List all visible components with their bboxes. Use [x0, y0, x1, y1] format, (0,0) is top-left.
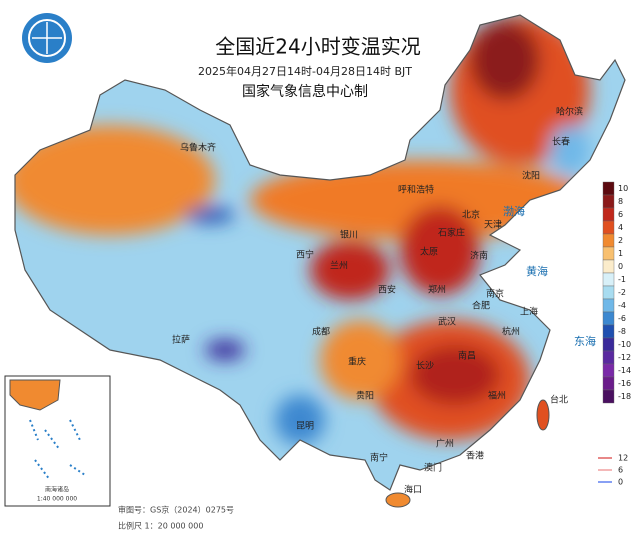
city-label: 郑州 [428, 284, 446, 296]
inset-islands [29, 419, 86, 481]
legend-label: -16 [618, 379, 631, 388]
city-label: 西安 [378, 284, 396, 296]
city-label: 杭州 [502, 326, 520, 338]
legend-label: 4 [618, 223, 623, 232]
legend-swatch [602, 207, 615, 222]
legend-label: -4 [618, 301, 626, 310]
legend-swatch [602, 298, 615, 313]
legend-swatch [602, 311, 615, 326]
subtitle: 2025年04月27日14时-04月28日14时 BJT [198, 64, 412, 78]
legend-swatch [602, 337, 615, 352]
contour-label: 6 [618, 466, 623, 475]
city-label: 呼和浩特 [398, 184, 434, 196]
sea-label: 东海 [574, 334, 596, 348]
inset: 南海诸岛 1:40 000 000 [4, 375, 111, 507]
legend-label: 0 [618, 262, 623, 271]
city-label: 成都 [312, 326, 330, 338]
border [14, 14, 626, 491]
legend-swatch [602, 272, 615, 287]
city-label: 台北 [550, 394, 568, 406]
city-label: 南宁 [370, 452, 388, 464]
legend-swatch [602, 194, 615, 209]
city-label: 天津 [484, 220, 502, 231]
legend-label: 6 [618, 210, 623, 219]
city-label: 澳门 [424, 462, 442, 474]
city-label: 兰州 [330, 260, 348, 272]
legend-swatch [602, 363, 615, 378]
legend-label: -8 [618, 327, 626, 336]
legend-label: -10 [618, 340, 631, 349]
legend-label: -2 [618, 288, 626, 297]
approval-number: 审图号：GS京（2024）0275号 [118, 505, 234, 515]
legend-swatch [602, 376, 615, 391]
city-label: 福州 [488, 390, 506, 402]
legend-label: 2 [618, 236, 623, 245]
city-labels: 乌鲁木齐 呼和浩特 银川 北京 天津 石家庄 太原 济南 西宁 兰州 郑州 西安… [172, 106, 583, 496]
legend-swatch [602, 233, 615, 248]
city-label: 合肥 [472, 300, 490, 312]
inset-land [9, 379, 61, 411]
city-label: 长沙 [416, 360, 434, 372]
contour-label: 0 [618, 478, 623, 487]
city-label: 南京 [486, 288, 504, 300]
city-label: 香港 [466, 450, 484, 462]
legend-label: 8 [618, 197, 623, 206]
city-label: 西宁 [296, 249, 314, 261]
city-label: 北京 [462, 209, 480, 221]
legend-label: -18 [618, 392, 631, 401]
city-label: 贵阳 [356, 390, 374, 402]
organization: 国家气象信息中心制 [242, 83, 368, 100]
city-label: 重庆 [348, 356, 366, 368]
legend-label: -12 [618, 353, 631, 362]
contour-legend: 12 6 0 [598, 454, 628, 487]
scale: 比例尺 1：20 000 000 [118, 521, 203, 531]
city-label: 哈尔滨 [556, 106, 583, 118]
legend-label: -6 [618, 314, 626, 323]
hainan [385, 492, 411, 508]
city-label: 昆明 [296, 421, 314, 432]
legend-swatch [602, 350, 615, 365]
city-label: 银川 [340, 229, 358, 241]
legend-label: 10 [618, 184, 628, 193]
legend-swatch [602, 246, 615, 261]
legend-label: 1 [618, 249, 623, 258]
legend-swatch [602, 259, 615, 274]
logo [22, 13, 72, 63]
city-label: 广州 [436, 438, 454, 450]
taiwan [536, 399, 550, 431]
city-label: 上海 [520, 306, 538, 318]
city-label: 海口 [404, 484, 422, 496]
city-label: 济南 [470, 250, 488, 262]
legend-swatch [602, 389, 615, 404]
legend-swatch [602, 324, 615, 339]
inset-scale: 1:40 000 000 [37, 496, 77, 503]
city-label: 南昌 [458, 350, 476, 362]
legend-label: -14 [618, 366, 631, 375]
sea-label: 黄海 [526, 264, 548, 278]
city-label: 乌鲁木齐 [180, 142, 216, 154]
city-label: 武汉 [438, 316, 456, 328]
title: 全国近24小时变温实况 [215, 35, 420, 59]
sea-label: 渤海 [503, 204, 525, 218]
inset-label: 南海诸岛 [45, 486, 69, 494]
contour-label: 12 [618, 454, 628, 463]
city-label: 沈阳 [522, 170, 540, 182]
legend-swatch [602, 181, 615, 196]
city-label: 拉萨 [172, 334, 190, 346]
city-label: 长春 [552, 136, 570, 148]
city-label: 石家庄 [438, 227, 465, 239]
legend-swatch [602, 220, 615, 235]
legend-label: -1 [618, 275, 626, 284]
city-label: 太原 [420, 246, 438, 258]
legend-swatch [602, 285, 615, 300]
